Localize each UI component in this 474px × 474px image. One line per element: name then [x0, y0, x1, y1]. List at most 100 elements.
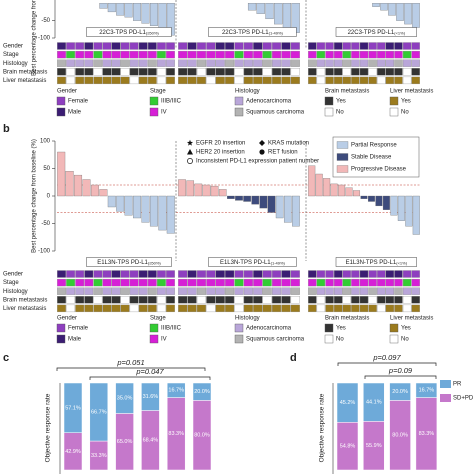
track-cell [271, 59, 282, 67]
track-cell [394, 76, 403, 85]
legend-label: No [336, 337, 344, 343]
track-cell [147, 76, 157, 85]
track-cell [402, 278, 412, 287]
track-cell [178, 296, 188, 304]
track-cell [225, 42, 235, 50]
track-cell [368, 304, 377, 313]
track-cell [281, 270, 291, 278]
value-label: 42.9% [65, 449, 81, 455]
group-label-box [335, 257, 417, 267]
track-cell [66, 296, 76, 304]
bar [397, 195, 405, 221]
track-cell [225, 50, 235, 59]
track-cell [411, 76, 420, 85]
track-cell [147, 59, 157, 67]
track-cell [290, 68, 300, 76]
track-cell [333, 270, 343, 278]
significance-bracket [89, 376, 211, 380]
track-cell [234, 270, 244, 278]
track-cell [138, 270, 148, 278]
track-cell [225, 278, 235, 287]
bar-segment [192, 382, 212, 401]
track-cell [411, 296, 420, 304]
marker-symbol [187, 158, 193, 164]
track-cell [325, 68, 334, 76]
track-cell [187, 50, 197, 59]
legend-title: Brain metastasis [325, 89, 369, 95]
track-cell [102, 59, 112, 67]
significance-bracket [364, 375, 437, 379]
track-cell [84, 296, 94, 304]
track-cell [138, 287, 148, 295]
bar [274, 3, 283, 25]
legend-label: Female [68, 326, 89, 332]
bar [283, 195, 292, 223]
track-cell [138, 42, 148, 50]
track-cell [196, 287, 207, 295]
track-cell [75, 304, 85, 313]
track-cell [342, 68, 351, 76]
track-cell [57, 296, 66, 304]
track-cell [120, 50, 130, 59]
track-cell [394, 278, 403, 287]
bar [116, 3, 125, 16]
track-cell [178, 59, 188, 67]
track-cell [166, 59, 175, 67]
track-cell [111, 76, 121, 85]
track-cell [359, 304, 369, 313]
bar [338, 184, 346, 197]
track-cell [333, 59, 343, 67]
legend-title: Stage [150, 316, 166, 322]
legend-label: Stable Disease [351, 155, 392, 161]
track-label: Histology [3, 289, 28, 295]
track-cell [368, 42, 377, 50]
track-cell [377, 50, 386, 59]
track-cell [156, 42, 166, 50]
track-cell [262, 76, 272, 85]
track-cell [187, 270, 197, 278]
bar-segment [415, 382, 438, 398]
bar [259, 195, 268, 209]
group-label-box [86, 27, 172, 37]
track-cell [385, 50, 395, 59]
bar [353, 190, 361, 197]
group-label-subscript: (1-49%) [271, 261, 286, 266]
track-cell [178, 76, 188, 85]
legend-label: Male [68, 110, 82, 116]
track-cell [84, 76, 94, 85]
track-cell [262, 296, 272, 304]
track-cell [215, 76, 225, 85]
track-cell [316, 50, 326, 59]
track-cell [196, 296, 207, 304]
track-cell [281, 76, 291, 85]
value-label: 33.3% [91, 453, 107, 459]
track-cell [156, 304, 166, 313]
track-cell [342, 50, 351, 59]
track-cell [325, 59, 334, 67]
track-cell [84, 270, 94, 278]
track-cell [394, 304, 403, 313]
track-cell [368, 76, 377, 85]
track-cell [102, 270, 112, 278]
track-cell [402, 42, 412, 50]
track-cell [206, 296, 216, 304]
legend-label: Yes [401, 99, 411, 105]
track-cell [166, 68, 175, 76]
track-cell [411, 278, 420, 287]
legend-swatch [389, 334, 399, 344]
track-cell [325, 278, 334, 287]
track-cell [308, 278, 317, 287]
track-cell [325, 296, 334, 304]
bar [65, 171, 74, 197]
bar [315, 173, 323, 197]
legend-label: Squamous carcinoma [246, 337, 305, 343]
p-value: p=0.097 [372, 353, 401, 362]
track-cell [262, 50, 272, 59]
track-cell [385, 270, 395, 278]
p-value: p=0.047 [135, 367, 164, 376]
track-cell [156, 59, 166, 67]
track-cell [66, 76, 76, 85]
track-cell [93, 59, 103, 67]
track-cell [385, 304, 395, 313]
track-cell [290, 76, 300, 85]
